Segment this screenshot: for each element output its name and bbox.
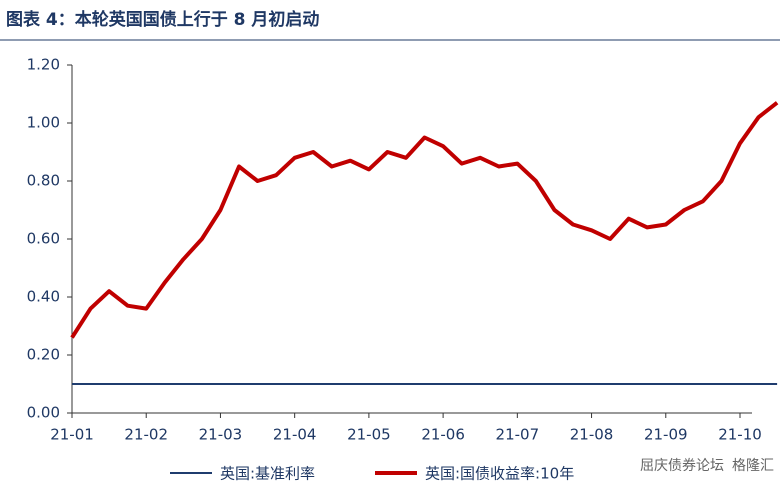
- chart-title: 图表 4：本轮英国国债上行于 8 月初启动: [6, 9, 319, 30]
- x-tick-label: 21-03: [199, 426, 243, 444]
- x-tick-label: 21-06: [421, 426, 465, 444]
- y-tick-label: 0.80: [27, 172, 60, 190]
- x-tick-label: 21-02: [124, 426, 168, 444]
- legend-label: 英国:国债收益率:10年: [425, 465, 574, 483]
- watermark: 格隆汇: [732, 458, 774, 474]
- y-tick-label: 1.20: [27, 56, 60, 74]
- legend-label: 英国:基准利率: [220, 465, 315, 483]
- y-tick-label: 0.60: [27, 230, 60, 248]
- x-tick-label: 21-08: [570, 426, 614, 444]
- x-tick-label: 21-04: [273, 426, 317, 444]
- y-tick-label: 0.40: [27, 288, 60, 306]
- y-tick-label: 1.00: [27, 114, 60, 132]
- x-tick-label: 21-07: [496, 426, 540, 444]
- watermark: 屈庆债券论坛: [640, 458, 724, 474]
- series-line: [70, 101, 779, 339]
- x-tick-label: 21-01: [50, 426, 94, 444]
- x-tick-label: 21-10: [718, 426, 762, 444]
- x-tick-label: 21-05: [347, 426, 391, 444]
- y-tick-label: 0.20: [27, 346, 60, 364]
- x-tick-label: 21-09: [644, 426, 688, 444]
- y-tick-label: 0.00: [27, 404, 60, 422]
